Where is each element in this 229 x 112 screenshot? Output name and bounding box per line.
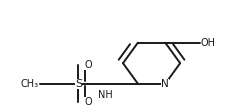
Text: N: N — [161, 79, 169, 89]
Text: CH₃: CH₃ — [20, 79, 38, 89]
Text: O: O — [84, 60, 91, 70]
Text: S: S — [74, 79, 82, 89]
Text: OH: OH — [200, 38, 215, 48]
Text: O: O — [84, 97, 91, 107]
Text: NH: NH — [98, 90, 113, 100]
